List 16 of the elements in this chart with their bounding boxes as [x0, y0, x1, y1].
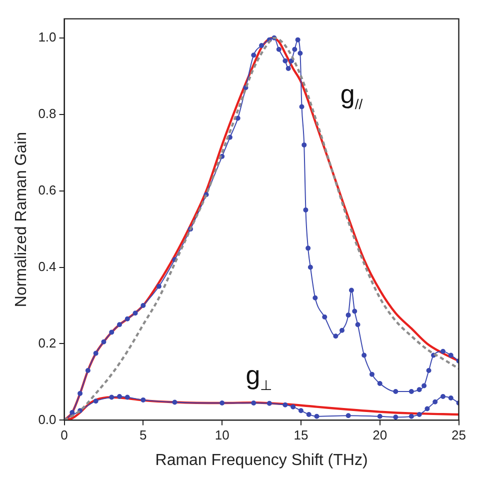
x-tick-label: 10	[214, 428, 230, 443]
y-tick-label: 0.8	[38, 106, 56, 121]
y-tick-label: 0.0	[38, 412, 56, 427]
y-tick-label: 0.4	[38, 258, 56, 274]
y-tick-label: 0.6	[38, 182, 56, 198]
x-axis-title: Raman Frequency Shift (THz)	[155, 452, 368, 469]
y-axis-title: Normalized Raman Gain	[13, 132, 30, 308]
x-tick-label: 0	[60, 428, 68, 443]
annotation: g//	[340, 79, 363, 112]
annotation: g⊥	[246, 360, 272, 394]
x-tick-label: 15	[294, 428, 308, 443]
x-tick-label: 5	[140, 428, 147, 443]
x-tick-label: 25	[452, 428, 466, 443]
x-tick-label: 20	[372, 428, 388, 443]
y-tick-label: 1.0	[38, 29, 56, 44]
y-tick-label: 0.2	[38, 335, 56, 350]
